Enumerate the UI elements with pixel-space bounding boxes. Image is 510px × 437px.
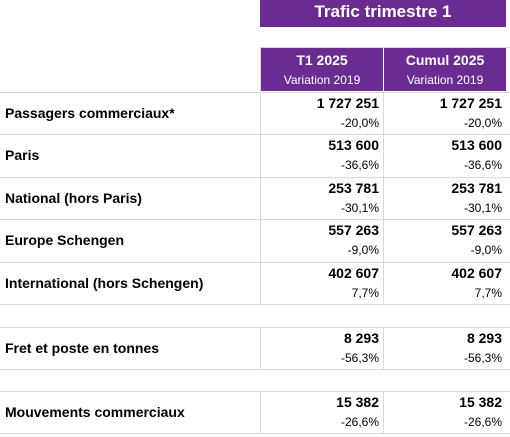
divider — [260, 47, 510, 48]
row-label: National (hors Paris) — [5, 190, 142, 206]
cumul-value: 402 607 — [451, 265, 502, 281]
cumul-value: 557 263 — [451, 222, 502, 238]
table-title-banner: Trafic trimestre 1 — [260, 0, 506, 27]
row-label: Fret et poste en tonnes — [5, 340, 160, 356]
table-row: International (hors Schengen) 402 607 7,… — [0, 262, 510, 304]
column-header-t1-label: T1 2025 — [296, 52, 348, 68]
divider — [383, 92, 384, 304]
row-label: International (hors Schengen) — [5, 275, 204, 291]
cumul-value: 15 382 — [459, 394, 502, 410]
row-label: Mouvements commerciaux — [5, 404, 185, 420]
t1-value: 1 727 251 — [316, 95, 379, 111]
cumul-variation: -36,6% — [463, 158, 502, 172]
cumul-value: 1 727 251 — [439, 95, 502, 111]
divider — [0, 92, 510, 93]
cumul-variation: -20,0% — [463, 116, 502, 130]
divider — [0, 304, 510, 305]
divider — [0, 177, 510, 178]
t1-value: 8 293 — [343, 330, 379, 346]
cumul-variation: -26,6% — [463, 415, 502, 429]
table-row: National (hors Paris) 253 781 -30,1% 253… — [0, 177, 510, 219]
divider — [260, 327, 261, 369]
t1-variation: -30,1% — [340, 201, 379, 215]
t1-value: 402 607 — [328, 265, 379, 281]
column-header-t1-sublabel: Variation 2019 — [283, 73, 361, 87]
divider — [0, 134, 510, 135]
table-row: Mouvements commerciaux 15 382 -26,6% 15 … — [0, 391, 510, 433]
t1-value: 253 781 — [328, 180, 379, 196]
divider — [260, 47, 261, 304]
column-header-cumul-sublabel: Variation 2019 — [406, 73, 484, 87]
table-row: Passagers commerciaux* 1 727 251 -20,0% … — [0, 92, 510, 134]
t1-variation: -26,6% — [340, 415, 379, 429]
column-header-t1: T1 2025 Variation 2019 — [261, 48, 383, 91]
table-row: Paris 513 600 -36,6% 513 600 -36,6% — [0, 134, 510, 177]
row-label: Paris — [5, 147, 40, 163]
cumul-variation: 7,7% — [474, 286, 502, 300]
divider — [383, 327, 384, 369]
t1-variation: -56,3% — [340, 351, 379, 365]
t1-variation: 7,7% — [351, 286, 379, 300]
divider — [0, 369, 510, 370]
divider — [0, 262, 510, 263]
cumul-variation: -56,3% — [463, 351, 502, 365]
divider — [0, 219, 510, 220]
divider — [0, 391, 510, 392]
cumul-variation: -9,0% — [470, 243, 502, 257]
t1-variation: -36,6% — [340, 158, 379, 172]
column-header-cumul-label: Cumul 2025 — [405, 52, 485, 68]
t1-value: 557 263 — [328, 222, 379, 238]
cumul-value: 8 293 — [466, 330, 502, 346]
divider — [383, 391, 384, 433]
cumul-variation: -30,1% — [463, 201, 502, 215]
column-header-cumul: Cumul 2025 Variation 2019 — [384, 48, 506, 91]
row-label: Passagers commerciaux* — [5, 105, 175, 121]
t1-value: 513 600 — [328, 137, 379, 153]
table-row: Europe Schengen 557 263 -9,0% 557 263 -9… — [0, 219, 510, 262]
t1-variation: -20,0% — [340, 116, 379, 130]
table-row: Fret et poste en tonnes 8 293 -56,3% 8 2… — [0, 327, 510, 369]
cumul-value: 513 600 — [451, 137, 502, 153]
divider — [0, 433, 510, 434]
cumul-value: 253 781 — [451, 180, 502, 196]
divider — [0, 327, 510, 328]
divider — [260, 391, 261, 433]
t1-variation: -9,0% — [347, 243, 379, 257]
t1-value: 15 382 — [336, 394, 379, 410]
table-title: Trafic trimestre 1 — [314, 2, 452, 21]
row-label: Europe Schengen — [5, 232, 125, 248]
